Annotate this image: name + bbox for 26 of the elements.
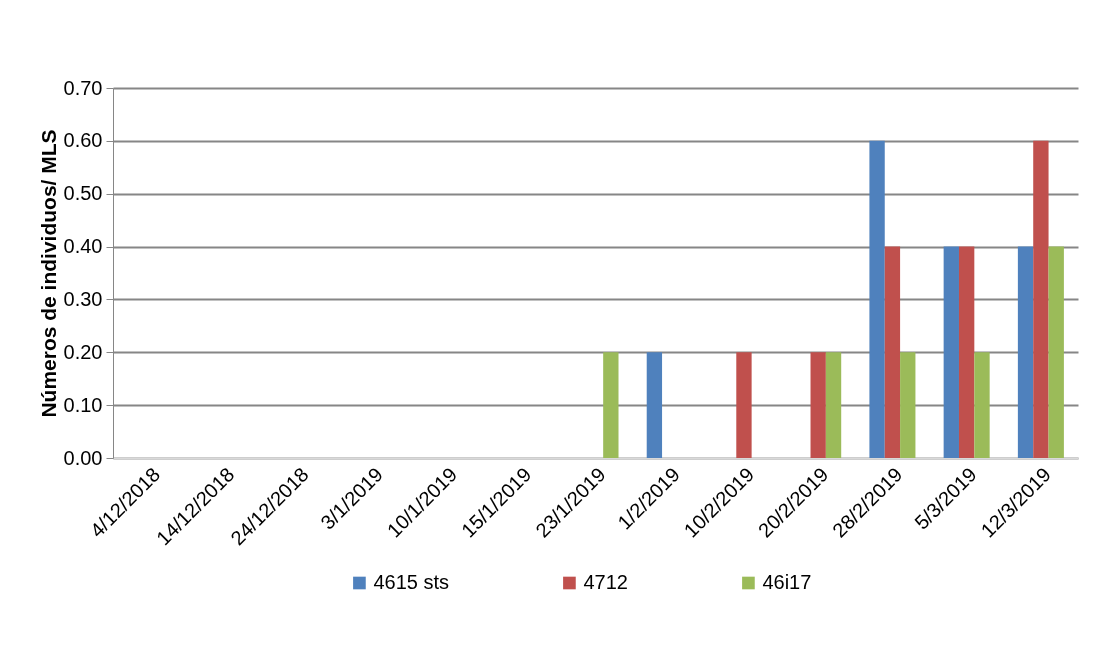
bar [958, 246, 975, 458]
y-tick-label: 0.00 [63, 446, 103, 469]
bar [810, 352, 826, 458]
y-tick-label: 0.10 [63, 393, 103, 416]
bar [884, 246, 901, 458]
y-axis-title: Números de individuos/ MLS [36, 129, 60, 418]
y-tick-label: 0.60 [63, 129, 103, 152]
bar [1017, 246, 1034, 458]
bar [900, 352, 916, 458]
legend-label: 46i17 [762, 571, 812, 593]
legend-label: 4615 sts [373, 571, 450, 593]
bar [825, 352, 842, 458]
bar [943, 246, 959, 458]
y-tick-label: 0.20 [63, 340, 103, 363]
y-tick-label: 0.30 [63, 287, 103, 310]
bar [603, 352, 619, 458]
bar [1048, 246, 1064, 458]
bar [869, 140, 885, 458]
y-tick-label: 0.70 [63, 76, 103, 99]
bar [736, 352, 752, 458]
bar [646, 352, 663, 458]
bar [1033, 140, 1049, 458]
legend-label: 4712 [583, 571, 628, 593]
y-tick-label: 0.40 [63, 235, 103, 258]
bar [974, 352, 990, 458]
y-tick-label: 0.50 [63, 182, 103, 205]
